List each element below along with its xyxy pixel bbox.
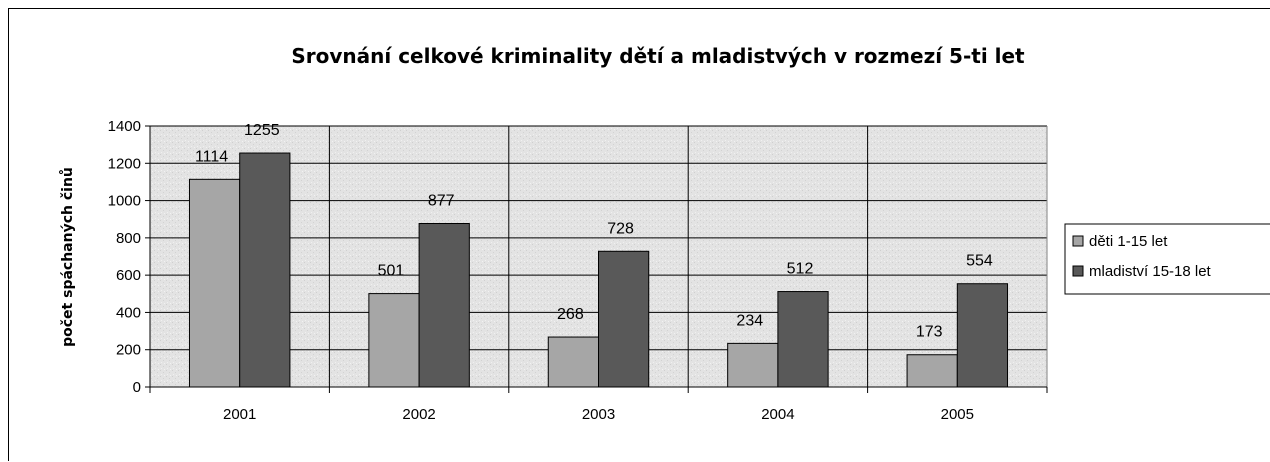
data-label: 512 <box>787 261 814 278</box>
y-axis-label: počet spáchaných činů <box>59 167 76 347</box>
bar-deti-2005 <box>906 354 958 388</box>
data-labels: 1114 1255 501 877 268 728 234 512 173 554 <box>195 122 993 341</box>
legend-frame <box>1064 223 1270 295</box>
x-tick-label: 2003 <box>582 406 615 423</box>
bar-mladistvi-2004 <box>777 291 829 388</box>
y-tick-label: 800 <box>116 230 141 247</box>
data-label: 728 <box>607 220 634 237</box>
bar-deti-2004 <box>727 342 779 388</box>
y-tick-label: 1200 <box>108 155 141 172</box>
y-axis-ticks: 0 200 400 600 800 1000 1200 1400 <box>108 118 150 396</box>
x-axis-ticks: 2001 2002 2003 2004 2005 <box>149 387 1048 423</box>
y-tick-label: 1000 <box>108 193 141 210</box>
data-label: 268 <box>557 306 584 323</box>
bar-mladistvi-2005 <box>956 283 1009 388</box>
chart-title: Srovnání celkové kriminality dětí a mlad… <box>291 44 1025 68</box>
y-tick-label: 400 <box>116 304 141 321</box>
bar-mladistvi-2003 <box>598 250 650 388</box>
y-tick-label: 200 <box>116 342 141 359</box>
legend-label: mladiství 15-18 let <box>1089 263 1212 280</box>
x-tick-label: 2002 <box>402 406 435 423</box>
legend: děti 1-15 let mladiství 15-18 let <box>1064 223 1270 295</box>
bar-mladistvi-2002 <box>418 223 470 388</box>
x-tick-label: 2001 <box>223 406 256 423</box>
y-tick-label: 1400 <box>108 118 141 135</box>
bar-deti-2001 <box>188 178 241 388</box>
data-label: 1114 <box>195 148 228 165</box>
bar-mladistvi-2001 <box>239 152 291 388</box>
data-label: 501 <box>378 263 405 280</box>
data-label: 1255 <box>244 122 280 139</box>
data-label: 234 <box>736 312 763 329</box>
chart-frame: Srovnání celkové kriminality dětí a mlad… <box>8 8 1270 461</box>
y-tick-label: 600 <box>116 267 141 284</box>
data-label: 877 <box>428 193 455 210</box>
legend-label: děti 1-15 let <box>1089 233 1168 250</box>
legend-swatch <box>1072 265 1084 277</box>
legend-swatch <box>1072 235 1084 247</box>
bar-chart: Srovnání celkové kriminality dětí a mlad… <box>59 44 1270 423</box>
bars <box>188 152 1009 388</box>
data-label: 554 <box>966 253 993 270</box>
x-tick-label: 2005 <box>941 406 974 423</box>
bar-deti-2002 <box>368 293 420 388</box>
data-label: 173 <box>916 324 943 341</box>
bar-deti-2003 <box>547 336 600 388</box>
y-tick-label: 0 <box>133 379 141 396</box>
x-tick-label: 2004 <box>761 406 794 423</box>
axes <box>149 126 1047 388</box>
